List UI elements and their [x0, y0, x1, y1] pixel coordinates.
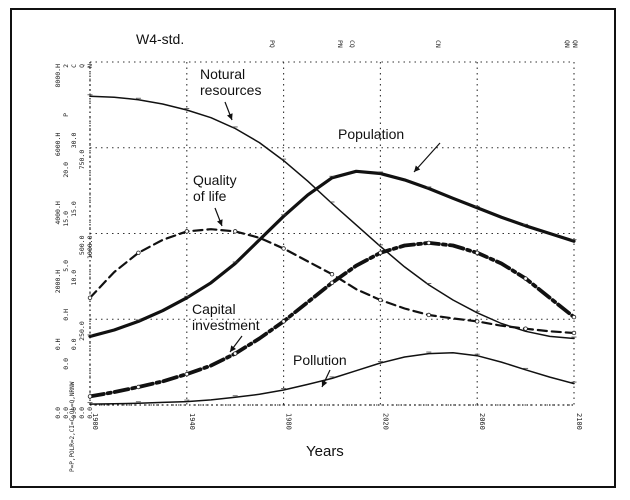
- y-tick-label: 0.H: [62, 309, 70, 321]
- data-point-marker: [329, 272, 335, 277]
- annotation-label: investment: [192, 317, 260, 333]
- y-tick-label: 2000.H: [54, 270, 62, 294]
- top-marker-label: QN: [563, 40, 571, 48]
- top-marker-label: PQ: [268, 40, 276, 48]
- data-point-marker: [232, 229, 238, 234]
- data-point-marker: [523, 326, 528, 331]
- y-tick-label: 4000.H: [54, 201, 62, 225]
- y-tick-label: 15.0: [70, 201, 78, 217]
- data-point-marker: [281, 246, 286, 251]
- annotation-label: Population: [338, 126, 404, 142]
- series-line: [89, 95, 575, 340]
- y-tick-label: 30.0: [70, 133, 78, 149]
- top-marker-label: CQ: [348, 40, 356, 48]
- y-tick-label: 5.0: [62, 260, 70, 272]
- annotation-label: Capital: [192, 301, 236, 317]
- y-tick-label: 20.0: [62, 162, 70, 178]
- y-tick-label: 250.0: [78, 321, 86, 341]
- data-point-marker: [184, 371, 189, 377]
- top-marker-label: QN: [571, 40, 579, 48]
- annotation-label: of life: [193, 188, 227, 204]
- y-tick-label: 0.H: [54, 338, 62, 350]
- x-axis-label: Years: [306, 443, 344, 460]
- data-point-marker: [184, 229, 189, 234]
- x-tick-label: 2020: [381, 413, 389, 430]
- y-tick-label: 0.0: [62, 407, 70, 419]
- annotation-label: Pollution: [293, 352, 347, 368]
- y-tick-label: 8000.H: [54, 64, 62, 88]
- data-point-marker: [136, 250, 141, 255]
- annotation-label: Notural: [200, 66, 245, 82]
- annotation-arrowhead: [414, 165, 421, 172]
- y-tick-label: 0.0: [54, 407, 62, 419]
- y-tick-label: C: [70, 64, 78, 68]
- x-tick-label: 2060: [478, 413, 486, 430]
- top-marker-label: PN: [336, 40, 344, 48]
- annotation-arrowhead: [321, 380, 328, 387]
- data-point-marker: [426, 312, 431, 318]
- data-point-marker: [87, 295, 93, 301]
- annotation-arrow: [413, 142, 441, 173]
- chart-title: W4-std.: [136, 31, 184, 47]
- annotation-arrowhead: [230, 345, 236, 352]
- y-tick-label: Q: [78, 64, 86, 68]
- y-tick-label: N: [86, 64, 94, 68]
- data-point-marker: [87, 394, 93, 399]
- legend-text: P=P,POLR=2,CI=C,QL=Q,NRNW: [69, 381, 76, 472]
- annotation-arrowhead: [227, 113, 233, 120]
- series-line: [89, 351, 575, 405]
- y-tick-label: 2: [62, 64, 70, 68]
- y-tick-label: 0.0: [62, 358, 70, 370]
- y-tick-label: 10.0: [70, 270, 78, 286]
- x-tick-label: 1940: [188, 413, 196, 430]
- data-point-marker: [475, 250, 480, 255]
- annotation-arrowhead: [217, 219, 223, 226]
- top-marker-label: CN: [434, 40, 442, 48]
- data-point-marker: [329, 280, 335, 286]
- y-tick-label: 0.0: [70, 407, 78, 419]
- y-tick-label: 750.0: [78, 150, 86, 170]
- y-tick-label: 1000.0: [86, 235, 94, 259]
- y-tick-label: 15.0: [62, 211, 70, 227]
- annotation-label: resources: [200, 82, 261, 98]
- y-tick-label: 0.0: [78, 407, 86, 419]
- data-point-marker: [281, 319, 286, 324]
- x-tick-label: 1980: [285, 413, 293, 430]
- data-point-marker: [571, 330, 577, 336]
- series-line: [88, 169, 576, 338]
- data-point-marker: [426, 240, 431, 246]
- y-tick-label: 0.0: [86, 407, 94, 419]
- data-point-marker: [136, 384, 141, 390]
- data-point-marker: [232, 351, 238, 356]
- data-point-marker: [523, 276, 528, 281]
- data-point-marker: [378, 297, 383, 303]
- annotation-label: Quality: [193, 172, 237, 188]
- chart-frame: [10, 8, 616, 488]
- y-tick-label: 500.0: [78, 235, 86, 255]
- x-tick-label: 2100: [575, 413, 583, 430]
- data-point-marker: [571, 314, 577, 320]
- data-point-marker: [378, 250, 383, 255]
- y-tick-label: P: [62, 113, 70, 117]
- y-tick-label: 6000.H: [54, 133, 62, 157]
- x-tick-label: 1900: [91, 413, 99, 430]
- y-tick-label: 0.0: [70, 338, 78, 350]
- data-point-marker: [475, 319, 480, 324]
